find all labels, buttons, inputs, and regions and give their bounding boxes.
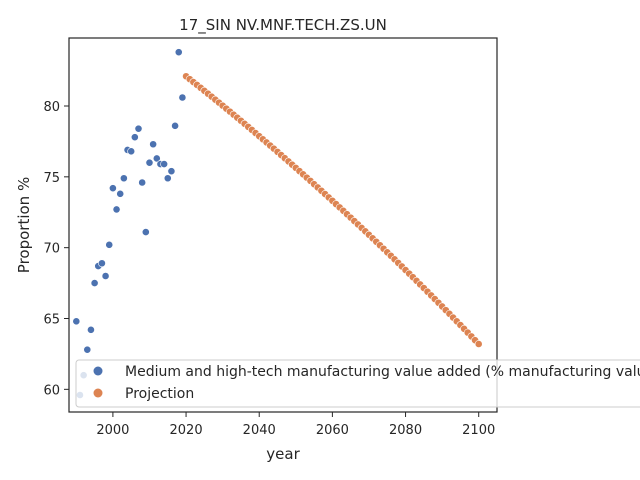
legend-label-projection: Projection <box>125 386 194 402</box>
y-tick-label: 80 <box>43 100 60 115</box>
data-point-historical <box>108 184 117 193</box>
x-tick-label: 2020 <box>170 423 203 438</box>
data-point-historical <box>171 121 179 130</box>
x-tick-label: 2080 <box>389 423 422 438</box>
data-point-historical <box>98 259 106 268</box>
x-axis-ticks: 2000 2020 2040 2060 2080 2100 <box>96 412 495 438</box>
data-point-projection <box>474 340 483 348</box>
legend-box <box>75 359 640 408</box>
data-point-historical <box>119 174 128 183</box>
data-point-historical <box>178 93 187 102</box>
y-tick-label: 70 <box>43 242 60 257</box>
y-axis-ticks: 60 65 70 75 80 <box>43 100 69 398</box>
y-tick-label: 65 <box>43 313 60 328</box>
x-axis-label: year <box>266 445 300 463</box>
data-point-historical <box>72 317 81 326</box>
x-tick-label: 2000 <box>96 423 129 438</box>
x-tick-label: 2040 <box>243 423 276 438</box>
y-axis-label: Proportion % <box>15 177 33 273</box>
data-points <box>72 48 483 399</box>
x-tick-label: 2060 <box>316 423 349 438</box>
legend: Medium and high-tech manufacturing value… <box>75 359 640 408</box>
data-point-historical <box>127 147 136 156</box>
data-point-historical <box>90 279 99 287</box>
legend-label-historical: Medium and high-tech manufacturing value… <box>125 364 640 380</box>
y-tick-label: 60 <box>43 383 60 398</box>
data-point-historical <box>163 174 172 183</box>
data-point-historical <box>134 124 143 133</box>
data-point-historical <box>145 158 154 167</box>
data-point-historical <box>83 345 92 354</box>
data-point-historical <box>174 48 183 57</box>
plot-frame <box>68 37 498 413</box>
data-point-historical <box>152 154 161 163</box>
data-point-historical <box>141 228 150 236</box>
chart-title: 17_SIN NV.MNF.TECH.ZS.UN <box>179 16 387 35</box>
x-tick-label: 2100 <box>462 423 495 438</box>
data-point-historical <box>105 240 114 249</box>
data-point-historical <box>101 272 110 280</box>
data-point-historical <box>149 140 158 149</box>
data-point-historical <box>116 189 125 198</box>
data-point-historical <box>112 205 121 214</box>
data-point-historical <box>160 160 169 168</box>
data-point-historical <box>138 178 147 187</box>
legend-marker-historical <box>93 366 103 376</box>
y-tick-label: 75 <box>43 171 60 186</box>
data-point-historical <box>87 325 95 334</box>
data-point-historical <box>130 133 139 142</box>
data-point-historical <box>167 167 176 176</box>
legend-marker-projection <box>93 388 103 398</box>
